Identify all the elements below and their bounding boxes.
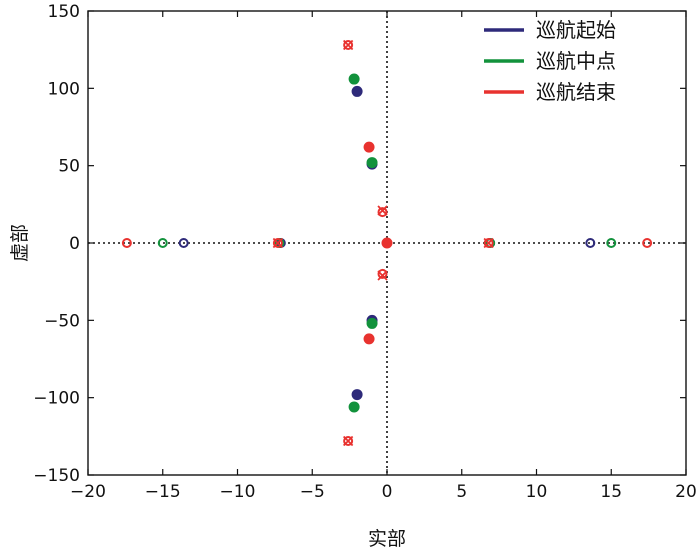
y-tick-label: −50 <box>44 311 80 331</box>
pole-cross-marker <box>342 435 354 447</box>
pole-cross-marker <box>377 205 388 216</box>
x-tick-label: 0 <box>382 482 393 502</box>
x-tick-label: 10 <box>526 482 548 502</box>
y-tick-label: 150 <box>48 2 80 22</box>
zero-marker <box>121 238 132 248</box>
x-tick-label: −5 <box>300 482 325 502</box>
legend-label: 巡航中点 <box>536 49 616 73</box>
x-tick-label: 20 <box>675 482 697 502</box>
zero-marker <box>178 238 189 248</box>
zero-marker <box>377 207 388 218</box>
legend-label: 巡航结束 <box>536 80 616 104</box>
zero-marker <box>606 238 617 248</box>
zero-marker <box>585 238 596 248</box>
pole-marker <box>351 85 363 97</box>
pole-marker <box>348 401 360 413</box>
pole-marker <box>351 389 363 401</box>
zero-marker <box>642 238 653 248</box>
y-axis-title: 虚部 <box>9 224 31 262</box>
zero-marker <box>343 435 354 446</box>
y-tick-label: 100 <box>48 79 80 99</box>
zero-marker <box>483 238 494 248</box>
axes: −20 −15 −10 −5 0 5 10 15 20−150−100−50050100150实… <box>9 2 697 550</box>
pole-marker <box>363 141 375 153</box>
x-tick-label: 5 <box>456 482 467 502</box>
pole-marker <box>366 157 378 169</box>
zero-marker <box>343 40 354 51</box>
zero-marker <box>272 238 283 248</box>
data-points <box>121 39 653 447</box>
pole-marker <box>381 237 393 249</box>
pole-cross-marker <box>377 270 388 281</box>
x-tick-label: −15 <box>145 482 181 502</box>
x-tick-label: −20 <box>70 482 106 502</box>
y-tick-label: 50 <box>58 157 80 177</box>
legend-label: 巡航起始 <box>536 18 616 42</box>
x-tick-label: 15 <box>600 482 622 502</box>
y-tick-label: −100 <box>33 389 80 409</box>
y-tick-label: 0 <box>69 234 80 254</box>
pole-cross-marker <box>342 39 354 51</box>
pole-cross-marker <box>272 237 284 249</box>
x-axis-title: 实部 <box>368 528 406 550</box>
y-tick-label: −150 <box>33 466 80 486</box>
pole-marker <box>363 333 375 345</box>
pole-marker <box>366 317 378 329</box>
pole-cross-marker <box>483 237 494 249</box>
x-tick-label: −10 <box>220 482 256 502</box>
zero-marker <box>377 268 388 279</box>
pole-marker <box>348 73 360 85</box>
zero-marker <box>157 238 168 248</box>
